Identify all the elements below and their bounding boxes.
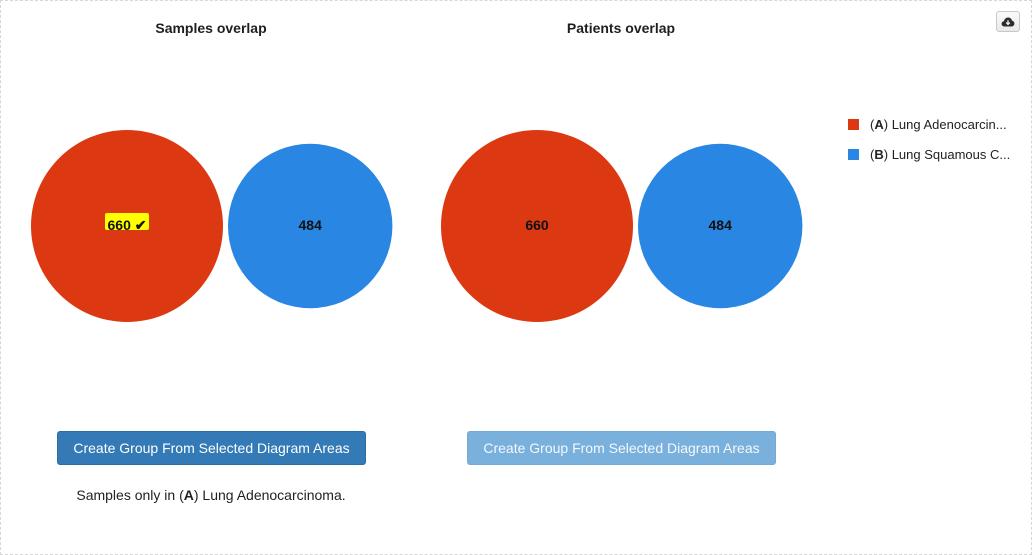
legend-label-set-b: (B) Lung Squamous C... <box>870 147 1011 162</box>
patients-set-a-count: 660 <box>525 217 549 233</box>
samples-set-a-selection-highlight <box>105 213 149 230</box>
samples-set-b-count: 484 <box>299 217 323 233</box>
samples-venn-diagram: 660 ✔ 484 <box>31 130 393 322</box>
legend-name-set-b: Lung Squamous C... <box>888 147 1011 162</box>
patients-create-group-button: Create Group From Selected Diagram Areas <box>467 431 776 465</box>
samples-selection-caption: Samples only in (A) Lung Adenocarcinoma. <box>0 487 422 503</box>
legend-item-set-a[interactable]: (A) Lung Adenocarcin... <box>848 116 1023 146</box>
legend-letter-set-b: B <box>874 147 884 162</box>
legend-swatch-set-b <box>848 149 859 160</box>
samples-set-a-count: 660 ✔ <box>108 217 147 233</box>
legend-item-set-b[interactable]: (B) Lung Squamous C... <box>848 146 1023 176</box>
patients-venn-diagram: 660 484 <box>441 130 803 322</box>
cloud-download-icon <box>1001 17 1015 26</box>
samples-overlap-panel: Samples overlap 660 ✔ 484 Create Group F… <box>0 0 410 555</box>
legend-label-set-a: (A) Lung Adenocarcin... <box>870 117 1007 132</box>
caption-group-letter: A <box>183 487 194 503</box>
caption-suffix: ) Lung Adenocarcinoma. <box>193 487 346 503</box>
patients-set-b-circle[interactable] <box>638 143 803 309</box>
patients-set-b-count: 484 <box>709 217 733 233</box>
samples-set-b-circle[interactable] <box>228 143 393 309</box>
legend-swatch-set-a <box>848 119 859 130</box>
samples-overlap-title: Samples overlap <box>155 20 267 36</box>
legend-letter-set-a: A <box>874 117 884 132</box>
legend: (A) Lung Adenocarcin... (B) Lung Squamou… <box>848 116 1023 176</box>
caption-prefix: Samples only in ( <box>76 487 184 503</box>
patients-overlap-title: Patients overlap <box>566 20 676 36</box>
legend-name-set-a: Lung Adenocarcin... <box>888 117 1007 132</box>
patients-set-a-circle[interactable] <box>441 130 633 322</box>
patients-overlap-panel: Patients overlap 660 484 Create Group Fr… <box>410 0 820 555</box>
samples-create-group-button[interactable]: Create Group From Selected Diagram Areas <box>57 431 366 465</box>
download-button[interactable] <box>996 11 1020 32</box>
